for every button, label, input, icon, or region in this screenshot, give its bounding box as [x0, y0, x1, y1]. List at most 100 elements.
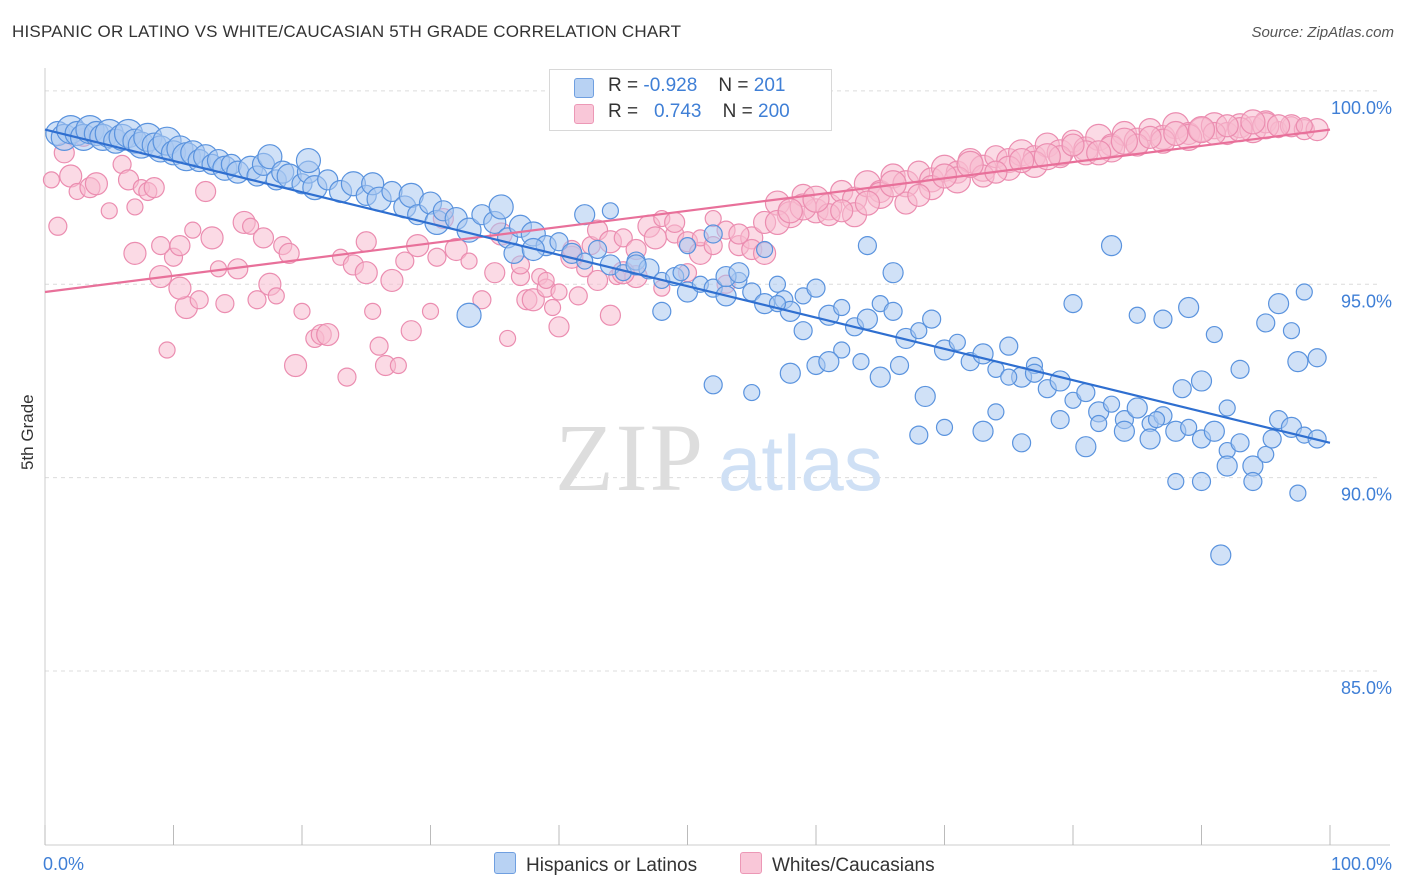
data-point: [1076, 382, 1096, 403]
data-point: [242, 217, 260, 235]
data-point: [909, 425, 929, 445]
data-point: [295, 147, 322, 174]
data-point: [355, 231, 377, 253]
data-point: [1139, 428, 1161, 450]
data-point: [1267, 293, 1290, 315]
data-point: [1049, 370, 1071, 392]
data-point: [1191, 471, 1212, 492]
data-point: [380, 268, 404, 293]
data-point: [1113, 420, 1136, 442]
data-point: [1262, 429, 1282, 449]
series-hispanics-points: [45, 115, 1327, 566]
data-point: [1287, 351, 1309, 373]
data-point: [1153, 309, 1173, 329]
data-point: [1203, 420, 1225, 442]
data-point: [1256, 313, 1276, 333]
data-point: [1000, 368, 1018, 386]
stats-legend: R = -0.928 N = 201 R = 0.743 N = 200: [549, 69, 832, 131]
data-point: [472, 290, 492, 310]
trend-lines: [44, 128, 1331, 444]
data-point: [283, 353, 308, 378]
data-point: [643, 226, 667, 250]
legend-n-label: N =: [722, 101, 753, 122]
data-point: [914, 385, 936, 408]
data-point: [48, 216, 68, 236]
data-point: [316, 322, 340, 347]
data-point: [728, 223, 750, 245]
data-point: [768, 275, 787, 293]
legend-n-value: 200: [758, 101, 790, 122]
data-point: [601, 202, 620, 220]
bottom-legend-swatch-blue: [494, 852, 516, 874]
data-point: [499, 329, 517, 348]
data-point: [1138, 125, 1162, 149]
data-point: [869, 366, 891, 388]
data-point: [652, 301, 672, 321]
data-point: [1230, 359, 1250, 379]
data-point: [488, 194, 514, 220]
data-point: [215, 294, 235, 314]
data-point: [1063, 294, 1083, 314]
data-point: [369, 336, 389, 356]
data-point: [999, 336, 1019, 356]
data-point: [400, 320, 422, 342]
data-point: [852, 353, 870, 371]
data-point: [613, 228, 633, 248]
data-point: [1128, 306, 1146, 324]
tick-labels: 85.0% 90.0% 95.0% 100.0% 0.0% 100.0%: [43, 98, 1392, 874]
data-point: [543, 298, 562, 317]
data-point: [1216, 455, 1238, 477]
data-point: [922, 309, 942, 329]
data-point: [1266, 114, 1291, 138]
data-point: [143, 177, 165, 199]
data-point: [755, 240, 774, 259]
y-tick-label: 85.0%: [1341, 678, 1392, 698]
data-point: [337, 367, 357, 387]
data-point: [123, 241, 147, 265]
data-point: [395, 251, 415, 271]
legend-r-value: 0.743: [653, 101, 702, 122]
data-point: [854, 190, 881, 216]
data-point: [427, 247, 447, 267]
data-point: [1147, 411, 1166, 429]
legend-r-label: R =: [608, 101, 639, 122]
bottom-legend-hispanics: Hispanics or Latinos: [494, 852, 697, 877]
data-point: [168, 276, 192, 300]
x-tick-label: 100.0%: [1331, 854, 1392, 874]
legend-n-value: 201: [753, 75, 786, 96]
bottom-legend-label: Hispanics or Latinos: [526, 855, 698, 876]
data-point: [1282, 322, 1301, 340]
data-point: [907, 183, 931, 207]
data-point: [1240, 109, 1266, 135]
data-point: [293, 302, 311, 320]
data-point: [1257, 445, 1275, 464]
data-point: [1205, 325, 1223, 344]
data-point: [1243, 471, 1263, 492]
trend-line-hispanics: [44, 128, 1331, 444]
data-point: [1210, 544, 1232, 566]
data-point: [1033, 143, 1061, 171]
data-point: [1295, 283, 1313, 301]
chart-title: HISPANIC OR LATINO VS WHITE/CAUCASIAN 5T…: [12, 22, 682, 41]
data-point: [389, 356, 407, 375]
data-point: [100, 202, 118, 220]
data-point: [184, 221, 202, 239]
y-tick-label: 100.0%: [1331, 98, 1392, 118]
data-point: [833, 341, 851, 359]
data-point: [252, 227, 275, 249]
data-point: [1011, 433, 1032, 453]
data-point: [444, 237, 468, 262]
data-point: [857, 236, 878, 256]
legend-r-value: -0.928: [643, 75, 698, 96]
data-point: [1289, 484, 1307, 502]
x-tick-label: 0.0%: [43, 854, 84, 874]
legend-swatch-blue: [574, 78, 594, 98]
data-point: [1090, 414, 1108, 433]
data-point: [948, 333, 966, 351]
data-point: [1050, 410, 1070, 430]
source-label: Source: ZipAtlas.com: [1251, 24, 1394, 41]
data-point: [1102, 395, 1121, 413]
trend-line-whites: [44, 128, 1331, 294]
data-point: [833, 298, 851, 317]
